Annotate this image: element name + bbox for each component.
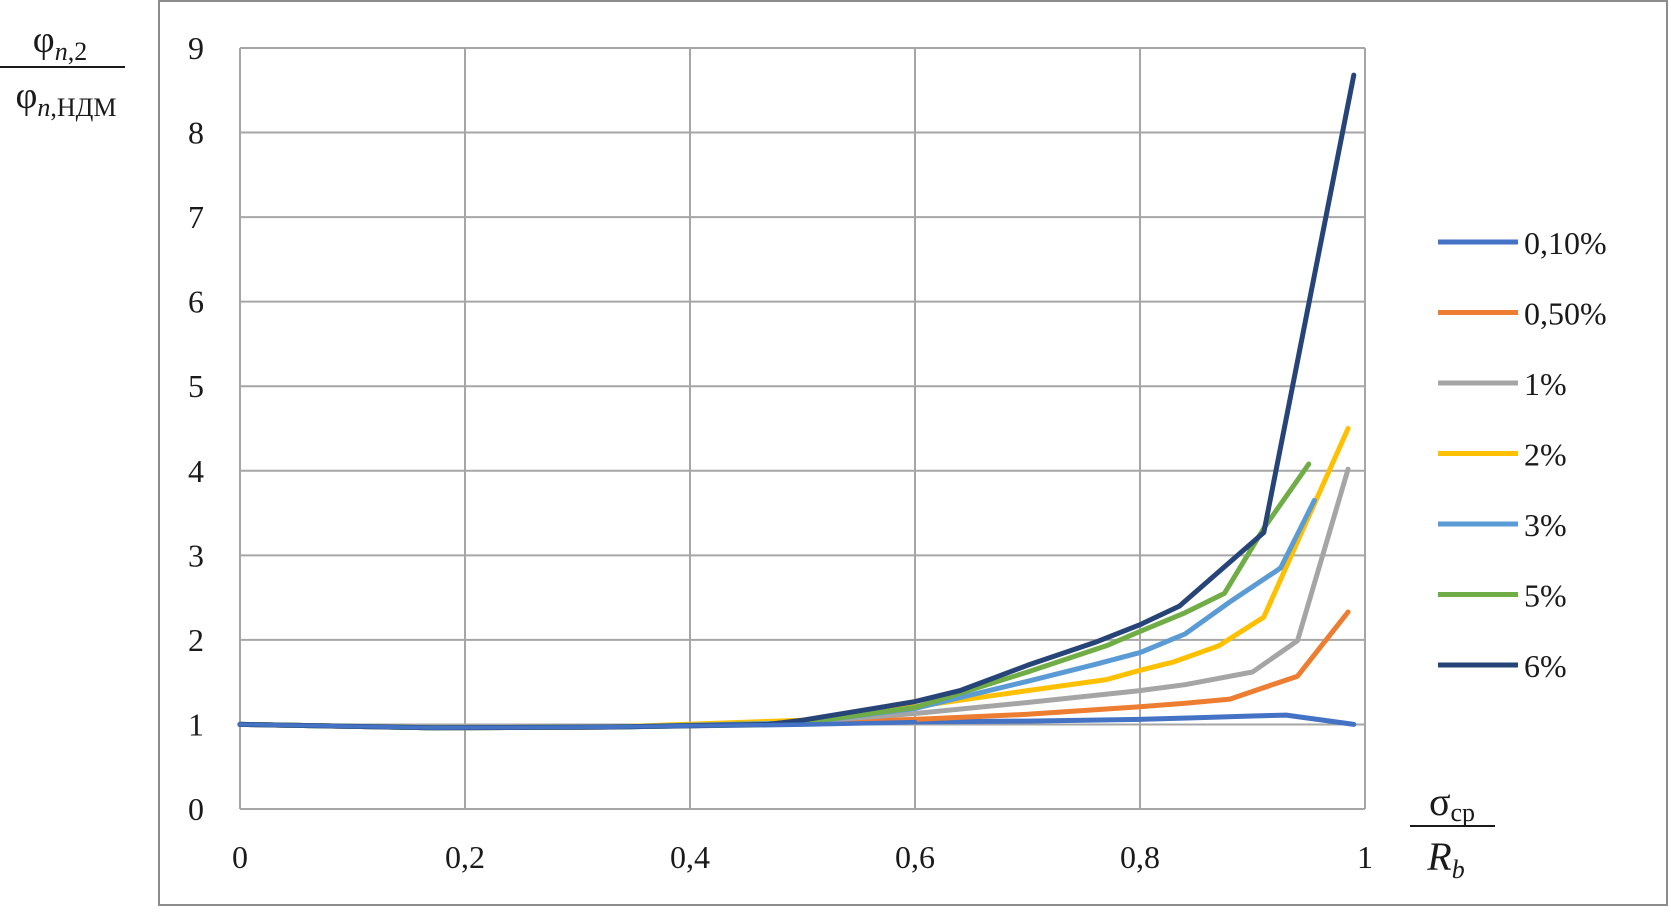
x-tick-label: 1 [1357,839,1373,875]
legend-item: 3% [1438,507,1567,543]
x-label-numerator: σср [1429,779,1475,827]
y-tick-label: 3 [188,537,204,573]
y-axis-ticks: 0 1 2 3 4 5 6 7 8 9 [188,30,204,827]
series-line-2 [237,609,1351,731]
x-axis-label: σср Rb [1410,779,1495,884]
legend-item: 5% [1438,578,1567,614]
y-axis-label: φn,2 φn,НДМ [0,19,125,122]
y-tick-label: 4 [188,453,204,489]
legend-label: 0,10% [1524,225,1607,261]
legend-label: 1% [1524,366,1567,402]
y-tick-label: 8 [188,115,204,151]
series-line-5 [237,497,1317,731]
series-line-1-overlay [238,719,917,730]
y-tick-label: 7 [188,199,204,235]
y-tick-label: 9 [188,30,204,66]
legend-item: 1% [1438,366,1567,402]
gridlines [239,47,1366,810]
chart-area-border [158,0,1668,906]
legend-label: 3% [1524,507,1567,543]
legend-item: 2% [1438,437,1567,473]
series-line-3 [237,466,1351,731]
x-tick-label: 0,4 [670,839,710,875]
x-tick-label: 0,2 [445,839,485,875]
legend-item: 6% [1438,648,1567,684]
x-label-denominator: Rb [1426,834,1464,884]
x-tick-label: 0,6 [895,839,935,875]
x-axis-ticks: 0 0,2 0,4 0,6 0,8 1 [232,839,1373,875]
legend-label: 6% [1524,648,1567,684]
x-tick-label: 0,8 [1120,839,1160,875]
y-label-denominator: φn,НДМ [15,75,116,122]
legend-item: 0,10% [1438,225,1607,261]
legend-item: 0,50% [1438,296,1607,332]
y-tick-label: 6 [188,284,204,320]
legend-label: 0,50% [1524,296,1607,332]
series-lines [237,72,1357,731]
legend-label: 2% [1524,437,1567,473]
y-tick-label: 1 [188,706,204,742]
y-tick-label: 0 [188,791,204,827]
y-tick-label: 2 [188,622,204,658]
x-tick-label: 0 [232,839,248,875]
legend-label: 5% [1524,578,1567,614]
y-label-numerator: φn,2 [33,19,87,66]
legend: 0,10% 0,50% 1% 2% 3% 5% 6% [1438,225,1607,684]
y-tick-label: 5 [188,368,204,404]
